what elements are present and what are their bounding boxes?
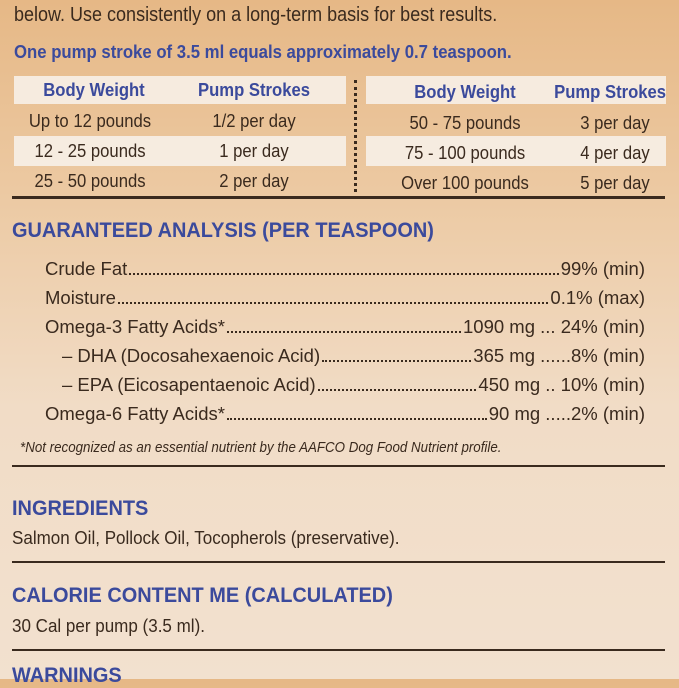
analysis-row: Crude Fat 99% (min) xyxy=(45,256,645,280)
analysis-row: – DHA (Docosahexaenoic Acid) 365 mg .....… xyxy=(62,343,645,367)
left-header-body-weight: Body Weight xyxy=(43,79,145,100)
left-header-pump-strokes: Pump Strokes xyxy=(198,79,310,100)
analysis-label: Omega-3 Fatty Acids* xyxy=(45,316,225,337)
warnings-title: WARNINGS xyxy=(12,664,122,687)
analysis-label: Moisture xyxy=(45,287,116,308)
divider xyxy=(12,196,665,199)
ingredients-text: Salmon Oil, Pollock Oil, Tocopherols (pr… xyxy=(12,527,400,548)
analysis-row: Moisture 0.1% (max) xyxy=(45,285,645,309)
right-header-body-weight: Body Weight xyxy=(414,81,516,102)
right-row-2-weight: 75 - 100 pounds xyxy=(404,142,526,163)
analysis-label: – EPA (Eicosapentaenoic Acid) xyxy=(62,374,316,395)
analysis-label: Omega-6 Fatty Acids* xyxy=(45,403,225,424)
right-row-1-strokes: 3 per day xyxy=(580,112,650,133)
divider xyxy=(12,649,665,651)
left-row-3-strokes: 2 per day xyxy=(219,170,289,191)
analysis-label: Crude Fat xyxy=(45,258,128,279)
left-row-2-strokes: 1 per day xyxy=(219,140,289,161)
right-row-3-weight: Over 100 pounds xyxy=(401,172,529,193)
divider xyxy=(12,465,665,467)
left-row-1-weight: Up to 12 pounds xyxy=(28,110,152,131)
left-row-2-weight: 12 - 25 pounds xyxy=(34,140,146,161)
directions-intro: below. Use consistently on a long-term b… xyxy=(14,4,498,26)
column-divider xyxy=(354,80,357,192)
right-header-pump-strokes: Pump Strokes xyxy=(554,81,667,102)
analysis-value: 365 mg ......8% (min) xyxy=(473,345,645,366)
pump-note: One pump stroke of 3.5 ml equals approxi… xyxy=(14,42,512,62)
analysis-value: 1090 mg ... 24% (min) xyxy=(463,316,645,337)
analysis-value: 90 mg .....2% (min) xyxy=(488,403,645,424)
analysis-value: 450 mg .. 10% (min) xyxy=(478,374,645,395)
analysis-footnote: *Not recognized as an essential nutrient… xyxy=(20,440,502,456)
left-row-1-strokes: 1/2 per day xyxy=(212,110,296,131)
left-row-3-weight: 25 - 50 pounds xyxy=(34,170,146,191)
analysis-label: – DHA (Docosahexaenoic Acid) xyxy=(62,345,321,366)
analysis-row: Omega-6 Fatty Acids* 90 mg .....2% (min) xyxy=(45,401,645,425)
calories-text: 30 Cal per pump (3.5 ml). xyxy=(12,615,205,636)
calories-title: CALORIE CONTENT ME (CALCULATED) xyxy=(12,584,393,607)
analysis-value: 0.1% (max) xyxy=(550,287,645,308)
right-row-3-strokes: 5 per day xyxy=(580,172,650,193)
right-row-1-weight: 50 - 75 pounds xyxy=(409,112,521,133)
analysis-value: 99% (min) xyxy=(560,258,645,279)
ingredients-title: INGREDIENTS xyxy=(12,497,149,520)
right-row-2-strokes: 4 per day xyxy=(580,142,650,163)
analysis-title: GUARANTEED ANALYSIS (PER TEASPOON) xyxy=(12,219,434,242)
analysis-row: – EPA (Eicosapentaenoic Acid) 450 mg .. 1… xyxy=(62,372,645,396)
analysis-row: Omega-3 Fatty Acids* 1090 mg ... 24% (min… xyxy=(45,314,645,338)
divider xyxy=(12,561,665,563)
